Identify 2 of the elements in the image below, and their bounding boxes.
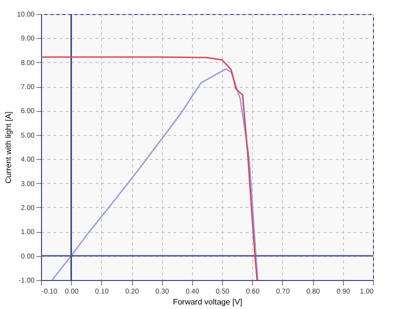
x-axis-title: Forward voltage [V] bbox=[172, 298, 242, 306]
y-axis-title: Current with light [A] bbox=[4, 111, 13, 184]
